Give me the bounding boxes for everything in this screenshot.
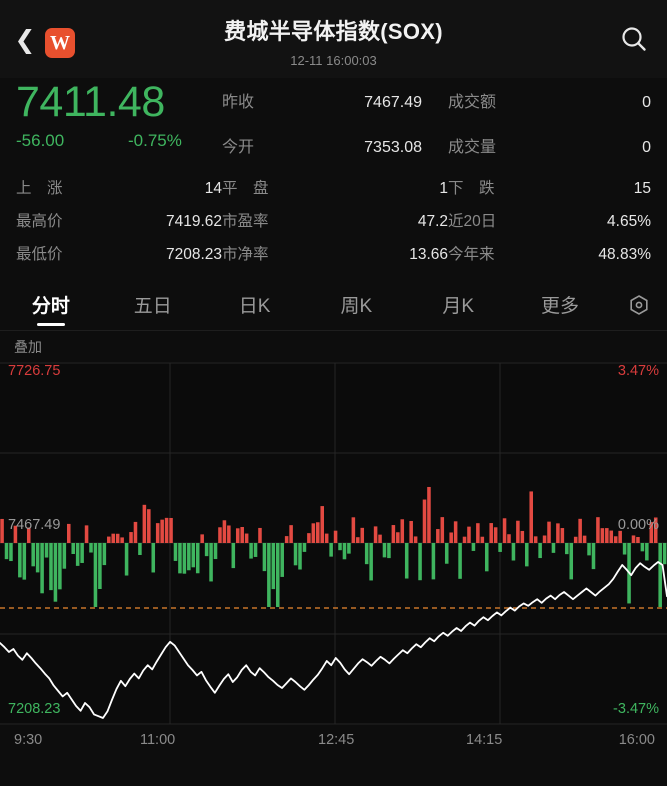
page-title: 费城半导体指数(SOX) bbox=[224, 19, 443, 44]
field-value: 7353.08 bbox=[364, 139, 422, 156]
stat-value: 13.66 bbox=[409, 245, 448, 263]
stat-20day: 近20日 4.65% bbox=[448, 209, 651, 231]
app-logo[interactable]: W bbox=[45, 28, 75, 58]
app-header: ❮ W 费城半导体指数(SOX) 12-11 16:00:03 bbox=[0, 0, 667, 78]
overlay-toggle[interactable]: 叠加 bbox=[14, 339, 42, 355]
field-label: 今开 bbox=[222, 139, 255, 156]
field-value: 7467.49 bbox=[364, 94, 422, 111]
chart-canvas bbox=[0, 362, 667, 725]
field-value: 0 bbox=[642, 94, 651, 111]
chart-period-tabs: 分时 五日 日K 周K 月K 更多 bbox=[0, 279, 667, 331]
stat-label: 市盈率 bbox=[222, 212, 269, 230]
tab-weekly-k[interactable]: 周K bbox=[305, 279, 407, 330]
intraday-chart[interactable]: 7726.75 3.47% 7467.49 0.00% 7208.23 -3.4… bbox=[0, 362, 667, 725]
stat-label: 市净率 bbox=[222, 245, 269, 263]
field-label: 昨收 bbox=[222, 94, 255, 111]
xtick-3: 14:15 bbox=[466, 732, 503, 748]
tab-label: 更多 bbox=[541, 296, 580, 317]
stat-label: 今年来 bbox=[448, 245, 495, 263]
xtick-4: 16:00 bbox=[618, 732, 655, 748]
stat-value: 7208.23 bbox=[165, 245, 222, 263]
field-label: 成交额 bbox=[448, 94, 497, 111]
field-label: 成交量 bbox=[448, 139, 497, 156]
stats-grid: 上 涨 14 平 盘 1 下 跌 15 最高价 7419.62 市盈率 47.2… bbox=[0, 170, 667, 269]
price-change-abs: -56.00 bbox=[16, 131, 65, 151]
stat-label: 上 涨 bbox=[16, 179, 63, 197]
quote-fields-col-1: 昨收 7467.49 今开 7353.08 bbox=[222, 88, 422, 157]
tab-label: 五日 bbox=[133, 296, 172, 317]
chart-x-axis: 9:30 11:00 12:45 14:15 16:00 bbox=[0, 725, 667, 759]
back-button[interactable]: ❮ bbox=[14, 24, 36, 54]
stat-high: 最高价 7419.62 bbox=[16, 209, 222, 231]
tab-label: 月K bbox=[442, 296, 475, 317]
stat-pb-ratio: 市净率 13.66 bbox=[222, 242, 448, 264]
stat-pe-ratio: 市盈率 47.2 bbox=[222, 209, 448, 231]
xtick-2: 12:45 bbox=[318, 732, 355, 748]
stat-low: 最低价 7208.23 bbox=[16, 242, 222, 264]
tab-label: 周K bbox=[340, 296, 373, 317]
last-price: 7411.48 bbox=[16, 78, 165, 126]
stats-row: 最高价 7419.62 市盈率 47.2 近20日 4.65% bbox=[16, 203, 651, 236]
search-icon[interactable] bbox=[619, 24, 649, 54]
stat-value: 47.2 bbox=[417, 212, 448, 230]
xtick-1: 11:00 bbox=[140, 732, 176, 748]
stat-value: 7419.62 bbox=[165, 212, 222, 230]
quote-block: 7411.48 -56.00 -0.75% 昨收 7467.49 今开 7353… bbox=[0, 78, 667, 170]
stat-value: 14 bbox=[204, 179, 222, 197]
tab-monthly-k[interactable]: 月K bbox=[407, 279, 509, 330]
stat-value: 4.65% bbox=[607, 212, 651, 230]
stat-label: 平 盘 bbox=[222, 179, 269, 197]
stat-label: 下 跌 bbox=[448, 179, 495, 197]
stat-value: 1 bbox=[439, 179, 448, 197]
stat-label: 最低价 bbox=[16, 245, 63, 263]
tab-five-day[interactable]: 五日 bbox=[102, 279, 204, 330]
quote-fields-col-2: 成交额 0 成交量 0 bbox=[448, 88, 651, 157]
stat-unchanged: 平 盘 1 bbox=[222, 176, 448, 198]
stat-value: 48.83% bbox=[598, 245, 651, 263]
quote-field-volume: 成交量 0 bbox=[448, 133, 651, 157]
stat-value: 15 bbox=[633, 179, 651, 197]
price-change-pct: -0.75% bbox=[128, 131, 182, 151]
xtick-0: 9:30 bbox=[14, 732, 43, 748]
stat-advancers: 上 涨 14 bbox=[16, 176, 222, 198]
stat-ytd: 今年来 48.83% bbox=[448, 242, 651, 264]
field-value: 0 bbox=[642, 139, 651, 156]
tab-label: 分时 bbox=[31, 296, 70, 317]
hexagon-settings-icon[interactable] bbox=[611, 293, 667, 317]
quote-timestamp: 12-11 16:00:03 bbox=[290, 53, 377, 68]
tab-more[interactable]: 更多 bbox=[509, 279, 611, 330]
price-column: 7411.48 -56.00 -0.75% bbox=[16, 78, 231, 151]
title-block: 费城半导体指数(SOX) 12-11 16:00:03 bbox=[0, 14, 667, 68]
tab-intraday[interactable]: 分时 bbox=[0, 279, 102, 330]
stat-decliners: 下 跌 15 bbox=[448, 176, 651, 198]
tab-daily-k[interactable]: 日K bbox=[204, 279, 306, 330]
quote-field-turnover: 成交额 0 bbox=[448, 88, 651, 112]
stats-row: 上 涨 14 平 盘 1 下 跌 15 bbox=[16, 170, 651, 203]
stat-label: 近20日 bbox=[448, 212, 497, 230]
price-change-row: -56.00 -0.75% bbox=[16, 131, 216, 151]
stat-label: 最高价 bbox=[16, 212, 63, 230]
stats-row: 最低价 7208.23 市净率 13.66 今年来 48.83% bbox=[16, 236, 651, 269]
quote-field-prev-close: 昨收 7467.49 bbox=[222, 88, 422, 112]
tab-label: 日K bbox=[238, 296, 271, 317]
quote-field-open: 今开 7353.08 bbox=[222, 133, 422, 157]
